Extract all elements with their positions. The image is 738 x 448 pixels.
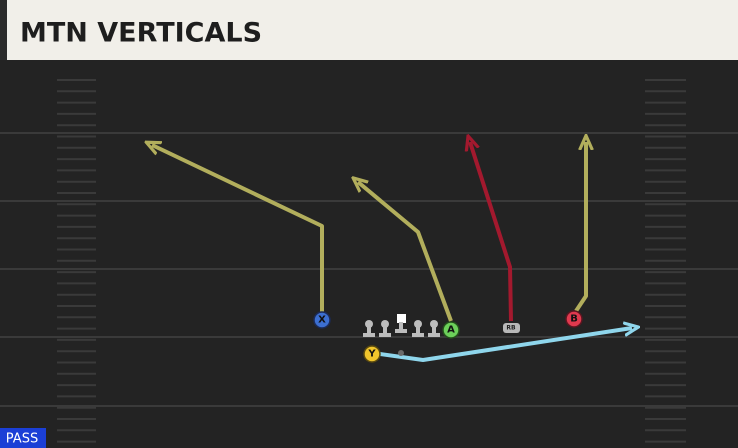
routes <box>152 142 632 362</box>
lineman <box>379 320 391 337</box>
lineman <box>428 320 440 337</box>
route-a <box>358 182 453 322</box>
player-a: A <box>442 321 460 339</box>
header-accent <box>0 0 7 60</box>
route-x <box>152 145 324 312</box>
hash-marks <box>57 79 686 443</box>
player-label: Y <box>367 349 376 360</box>
player-label: A <box>447 325 455 336</box>
quarterback <box>398 350 404 356</box>
mode-label: PASS <box>6 432 38 447</box>
header-panel <box>0 0 738 60</box>
lineman <box>412 320 424 337</box>
player-rb: RB <box>503 323 520 333</box>
mode-badge <box>0 428 46 448</box>
yard-lines <box>0 132 738 407</box>
player-label: B <box>570 314 578 325</box>
player-x: X <box>313 311 331 329</box>
route-b <box>574 142 586 313</box>
player-label: X <box>318 315 326 326</box>
play-title: MTN VERTICALS <box>20 18 262 49</box>
player-b: B <box>565 310 583 328</box>
player-y: Y <box>363 345 381 363</box>
route-y <box>379 328 632 362</box>
player-label: RB <box>506 325 516 332</box>
field <box>0 60 738 448</box>
route-rb <box>470 142 513 322</box>
offensive-line <box>363 314 440 337</box>
lineman <box>363 320 375 337</box>
center <box>395 314 407 333</box>
